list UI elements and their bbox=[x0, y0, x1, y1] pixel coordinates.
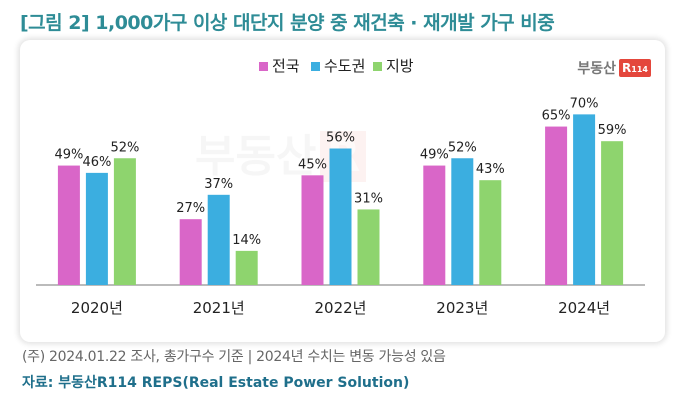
brand-badge: R114 bbox=[619, 59, 651, 77]
bar-전국-2023년 bbox=[423, 165, 446, 285]
bar-수도권-2020년 bbox=[85, 172, 108, 285]
data-label: 52% bbox=[110, 140, 139, 155]
data-label: 31% bbox=[354, 191, 383, 206]
data-label: 27% bbox=[176, 201, 205, 216]
legend-label: 수도권 bbox=[324, 57, 365, 75]
data-label: 70% bbox=[570, 96, 599, 111]
bar-전국-2024년 bbox=[545, 126, 568, 285]
bar-전국-2021년 bbox=[179, 219, 202, 285]
bar-전국-2020년 bbox=[57, 165, 80, 285]
bar-전국-2022년 bbox=[301, 175, 324, 285]
data-label: 43% bbox=[476, 162, 505, 177]
bar-지방-2022년 bbox=[357, 209, 380, 285]
brand-logo: 부동산 R114 bbox=[577, 58, 651, 78]
bar-수도권-2021년 bbox=[207, 194, 230, 285]
x-tick-label: 2023년 bbox=[436, 299, 488, 317]
bar-수도권-2022년 bbox=[329, 148, 352, 285]
legend-swatch-수도권 bbox=[311, 62, 320, 71]
data-label: 59% bbox=[598, 123, 627, 138]
data-label: 49% bbox=[54, 148, 83, 163]
bar-지방-2021년 bbox=[235, 250, 258, 285]
data-label: 49% bbox=[420, 148, 449, 163]
data-label: 37% bbox=[204, 177, 233, 192]
x-tick-label: 2024년 bbox=[558, 299, 610, 317]
legend-label: 지방 bbox=[386, 57, 414, 75]
legend-swatch-전국 bbox=[259, 62, 268, 71]
source-credit: 자료: 부동산R114 REPS(Real Estate Power Solut… bbox=[22, 375, 410, 391]
brand-badge-number: 114 bbox=[631, 65, 648, 74]
chart-title: [그림 2] 1,000가구 이상 대단지 분양 중 재건축 · 재개발 가구 … bbox=[20, 12, 555, 34]
brand-text: 부동산 bbox=[577, 61, 617, 77]
data-label: 56% bbox=[326, 131, 355, 146]
footnote: (주) 2024.01.22 조사, 총가구수 기준 | 2024년 수치는 변… bbox=[22, 349, 446, 365]
data-label: 52% bbox=[448, 140, 477, 155]
legend-swatch-지방 bbox=[373, 62, 382, 71]
bar-수도권-2023년 bbox=[451, 158, 474, 285]
data-label: 65% bbox=[542, 109, 571, 124]
x-tick-label: 2020년 bbox=[71, 299, 123, 317]
data-label: 46% bbox=[82, 155, 111, 170]
x-tick-label: 2022년 bbox=[315, 299, 367, 317]
bar-지방-2024년 bbox=[601, 141, 624, 285]
x-tick-label: 2021년 bbox=[193, 299, 245, 317]
bar-지방-2020년 bbox=[113, 158, 136, 285]
data-label: 45% bbox=[298, 157, 327, 172]
data-label: 14% bbox=[232, 233, 261, 248]
legend-label: 전국 bbox=[272, 57, 300, 75]
brand-badge-letter: R bbox=[622, 61, 632, 75]
bar-지방-2023년 bbox=[479, 180, 502, 285]
bar-수도권-2024년 bbox=[573, 114, 596, 285]
